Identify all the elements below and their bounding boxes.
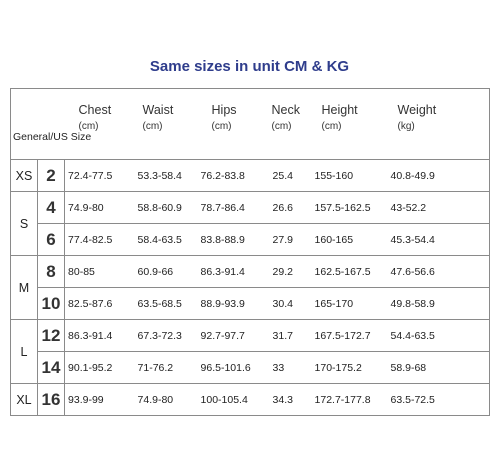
- size-number: 12: [36, 319, 66, 352]
- size-number: 8: [36, 255, 66, 288]
- column-unit: (kg): [397, 121, 415, 132]
- chest-header: Chest (cm): [64, 88, 135, 160]
- neck-value: 34.3: [269, 383, 312, 416]
- table-row: S 4 74.9-80 58.8-60.9 78.7-86.4 26.6 157…: [10, 191, 491, 256]
- size-letter: S: [10, 191, 38, 256]
- weight-value: 63.5-72.5: [387, 383, 491, 416]
- chest-value: 90.1-95.2: [64, 351, 135, 384]
- height-value: 162.5-167.5: [311, 255, 388, 288]
- size-chart-table: General/US Size Chest (cm) Waist (cm) Hi…: [9, 88, 491, 416]
- size-number: 6: [36, 223, 66, 256]
- waist-value: 67.3-72.3: [134, 319, 198, 352]
- neck-value: 30.4: [269, 287, 312, 320]
- neck-value: 25.4: [269, 159, 312, 192]
- column-name: Neck: [271, 103, 300, 117]
- column-unit: (cm): [321, 121, 342, 132]
- chest-value: 93.9-99: [64, 383, 135, 416]
- weight-value: 43-52.2: [387, 191, 491, 224]
- hips-value: 78.7-86.4: [197, 191, 270, 224]
- height-value: 172.7-177.8: [311, 383, 388, 416]
- weight-value: 54.4-63.5: [387, 319, 491, 352]
- height-header: Height (cm): [311, 88, 388, 160]
- table-row: XS 2 72.4-77.5 53.3-58.4 76.2-83.8 25.4 …: [10, 159, 491, 192]
- header-row: General/US Size Chest (cm) Waist (cm) Hi…: [9, 88, 491, 160]
- size-number: 4: [36, 191, 66, 224]
- waist-value: 63.5-68.5: [134, 287, 198, 320]
- table-row: XL 16 93.9-99 74.9-80 100-105.4 34.3 172…: [10, 383, 491, 416]
- size-number: 16: [36, 383, 66, 416]
- size-number: 2: [36, 159, 66, 192]
- neck-header: Neck (cm): [269, 88, 312, 160]
- waist-value: 60.9-66: [134, 255, 198, 288]
- hips-value: 92.7-97.7: [197, 319, 270, 352]
- chest-value: 77.4-82.5: [64, 223, 135, 256]
- chest-value: 72.4-77.5: [64, 159, 135, 192]
- general-size-header: General/US Size: [9, 88, 91, 160]
- column-unit: (cm): [78, 121, 99, 132]
- weight-value: 40.8-49.9: [387, 159, 491, 192]
- height-value: 170-175.2: [311, 351, 388, 384]
- size-number: 10: [36, 287, 66, 320]
- table-row: 6 77.4-82.5 58.4-63.5 83.8-88.9 27.9 160…: [11, 223, 491, 256]
- table-row: L 12 86.3-91.4 67.3-72.3 92.7-97.7 31.7 …: [10, 319, 491, 384]
- hips-value: 96.5-101.6: [197, 351, 270, 384]
- table-row: 14 90.1-95.2 71-76.2 96.5-101.6 33 170-1…: [11, 351, 491, 384]
- column-name: Height: [321, 103, 358, 117]
- hips-value: 86.3-91.4: [197, 255, 270, 288]
- hips-value: 83.8-88.9: [197, 223, 270, 256]
- height-value: 155-160: [311, 159, 388, 192]
- column-name: Hips: [211, 103, 237, 117]
- column-name: Weight: [397, 103, 437, 117]
- neck-value: 33: [269, 351, 312, 384]
- chest-value: 82.5-87.6: [64, 287, 135, 320]
- hips-value: 76.2-83.8: [197, 159, 270, 192]
- column-unit: (cm): [211, 121, 232, 132]
- weight-value: 58.9-68: [387, 351, 491, 384]
- size-letter: M: [10, 255, 38, 320]
- height-value: 167.5-172.7: [311, 319, 388, 352]
- waist-value: 58.8-60.9: [134, 191, 198, 224]
- waist-value: 53.3-58.4: [134, 159, 198, 192]
- hips-value: 88.9-93.9: [197, 287, 270, 320]
- neck-value: 31.7: [269, 319, 312, 352]
- waist-value: 58.4-63.5: [134, 223, 198, 256]
- waist-header: Waist (cm): [134, 88, 198, 160]
- height-value: 165-170: [311, 287, 388, 320]
- column-unit: (cm): [271, 121, 292, 132]
- column-name: Waist: [142, 103, 174, 117]
- column-unit: (cm): [142, 121, 163, 132]
- size-letter: L: [10, 319, 38, 384]
- waist-value: 74.9-80: [134, 383, 198, 416]
- neck-value: 26.6: [269, 191, 312, 224]
- hips-value: 100-105.4: [197, 383, 270, 416]
- table-row: M 8 80-85 60.9-66 86.3-91.4 29.2 162.5-1…: [10, 255, 491, 320]
- weight-header: Weight (kg): [387, 88, 491, 160]
- waist-value: 71-76.2: [134, 351, 198, 384]
- size-number: 14: [36, 351, 66, 384]
- height-value: 157.5-162.5: [311, 191, 388, 224]
- neck-value: 27.9: [269, 223, 312, 256]
- hips-header: Hips (cm): [197, 88, 270, 160]
- chest-value: 74.9-80: [64, 191, 135, 224]
- chest-value: 86.3-91.4: [64, 319, 135, 352]
- size-letter: XS: [10, 159, 38, 192]
- weight-value: 49.8-58.9: [387, 287, 491, 320]
- height-value: 160-165: [311, 223, 388, 256]
- chest-value: 80-85: [64, 255, 135, 288]
- page-title: Same sizes in unit CM & KG: [149, 58, 350, 75]
- weight-value: 47.6-56.6: [387, 255, 491, 288]
- column-name: Chest: [78, 103, 112, 117]
- size-letter: XL: [10, 383, 38, 416]
- table-row: 10 82.5-87.6 63.5-68.5 88.9-93.9 30.4 16…: [11, 287, 491, 320]
- weight-value: 45.3-54.4: [387, 223, 491, 256]
- neck-value: 29.2: [269, 255, 312, 288]
